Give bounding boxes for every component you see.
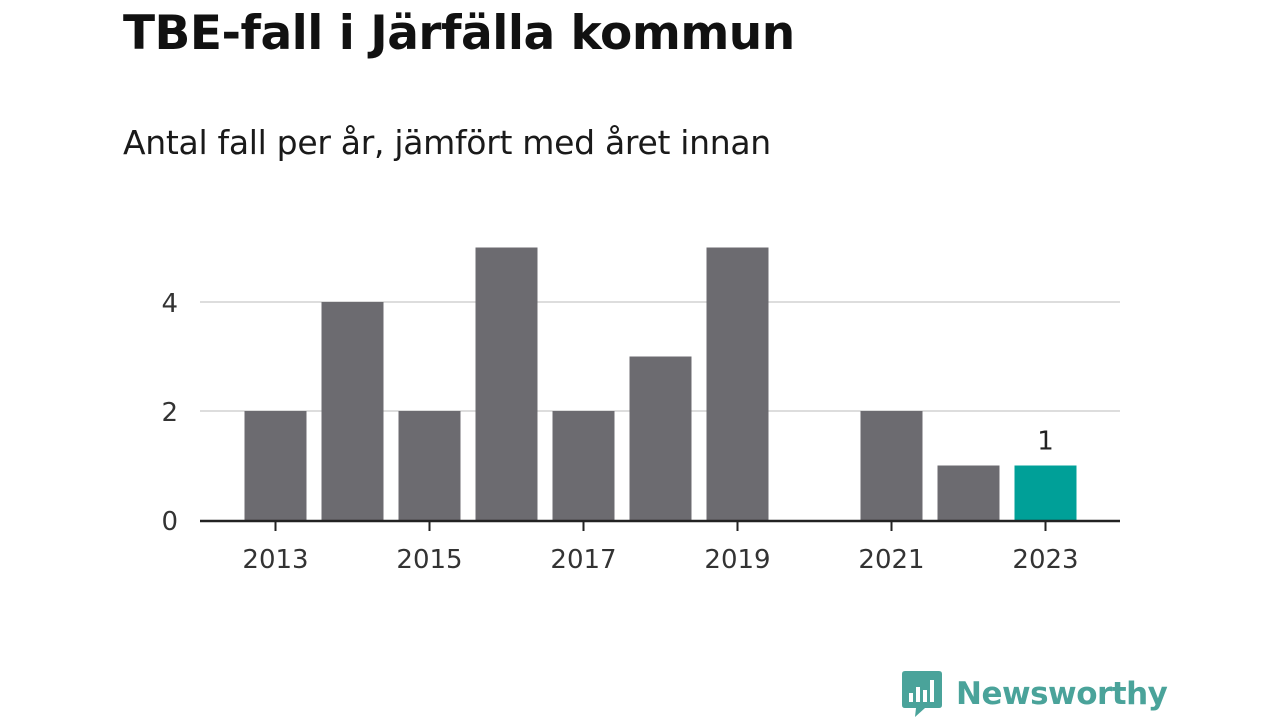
chart-title: TBE-fall i Järfälla kommun — [123, 6, 795, 61]
bar-2016 — [475, 247, 538, 520]
x-tick-label: 2023 — [1012, 545, 1078, 575]
bar-chart-speech-bubble-icon — [902, 671, 942, 717]
bar-2014 — [321, 302, 384, 520]
bar-2018 — [629, 356, 692, 520]
y-tick-label: 4 — [161, 289, 178, 319]
bar-2017 — [552, 411, 615, 520]
brand-logo: Newsworthy — [901, 670, 1168, 718]
y-tick-label: 2 — [161, 398, 178, 428]
bar-2013 — [244, 411, 307, 520]
bar-2023 — [1014, 465, 1077, 520]
bar-2022 — [937, 465, 1000, 520]
x-tick-label: 2021 — [858, 545, 924, 575]
bar-2021 — [860, 411, 923, 520]
x-tick-label: 2015 — [396, 545, 462, 575]
y-tick-label: 0 — [161, 507, 178, 537]
chart-subtitle: Antal fall per år, jämfört med året inna… — [123, 123, 771, 162]
data-label-2023: 1 — [1037, 427, 1054, 457]
bars — [244, 247, 1077, 520]
labels: 0 2 4 2013 2015 2017 2019 2021 2023 1 — [161, 289, 1078, 575]
axes — [200, 519, 1120, 531]
x-tick-label: 2017 — [550, 545, 616, 575]
bar-2015 — [398, 411, 461, 520]
brand-name: Newsworthy — [956, 676, 1168, 712]
bar-2019 — [706, 247, 769, 520]
x-tick-label: 2019 — [704, 545, 770, 575]
x-tick-label: 2013 — [242, 545, 308, 575]
